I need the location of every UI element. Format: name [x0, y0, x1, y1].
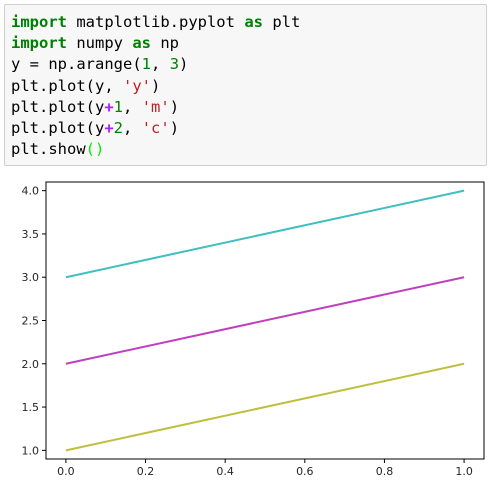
code-token: plt.plot(y,	[11, 76, 123, 95]
series-line	[65, 189, 465, 279]
code-token: +	[104, 97, 114, 116]
code-line: import matplotlib.pyplot as plt	[11, 12, 486, 33]
code-line: plt.plot(y, 'y')	[11, 76, 486, 97]
x-tick-label: 0.6	[296, 465, 314, 478]
plot-output: 0.0 0.2 0.4 0.6 0.8 1.0 1.0 1.5 2.0 2.5 3.0 3.5 4.0	[0, 172, 489, 492]
y-tick-label: 4.0	[22, 185, 40, 198]
x-tick-label: 0.8	[376, 465, 394, 478]
code-line: plt.plot(y+1, 'm')	[11, 97, 486, 118]
code-token: 1	[113, 97, 124, 116]
code-token: )	[179, 55, 189, 74]
code-token: np.arange(	[39, 55, 142, 74]
x-tick-label: 0.4	[216, 465, 234, 478]
y-tick-label: 1.5	[22, 401, 40, 414]
y-tick-label: 2.0	[22, 358, 40, 371]
code-token: ,	[123, 118, 142, 137]
code-line: plt.show()	[11, 139, 486, 160]
code-token: 'y'	[122, 76, 151, 95]
y-tick-label: 3.0	[22, 271, 40, 284]
code-token: 'c'	[141, 118, 170, 137]
x-tick-label: 0.2	[137, 465, 155, 478]
code-token: as	[244, 13, 263, 31]
code-line: y = np.arange(1, 3)	[11, 54, 486, 75]
code-token: ()	[85, 140, 105, 159]
code-token: plt.plot(y	[11, 97, 105, 116]
code-token: )	[169, 97, 180, 116]
code-token: 'm'	[141, 97, 170, 116]
x-axis-ticks: 0.0 0.2 0.4 0.6 0.8 1.0	[57, 459, 473, 478]
code-token: =	[29, 55, 40, 74]
code-token: 2	[113, 118, 124, 137]
code-token: plt.show	[11, 140, 86, 159]
code-token: 3	[169, 55, 180, 74]
y-tick-label: 1.0	[22, 444, 40, 457]
code-token: plt.plot(y	[11, 118, 105, 137]
code-token: )	[169, 118, 180, 137]
code-token: ,	[123, 97, 142, 116]
x-tick-label: 0.0	[57, 465, 75, 478]
code-token: as	[132, 34, 151, 53]
code-token: np	[151, 34, 179, 53]
code-token: import	[11, 13, 67, 31]
code-token: +	[104, 118, 114, 137]
code-token: ,	[151, 55, 170, 74]
code-token: matplotlib.pyplot	[67, 13, 245, 31]
series-line	[65, 362, 465, 452]
code-token: 1	[141, 55, 152, 74]
y-axis-ticks: 1.0 1.5 2.0 2.5 3.0 3.5 4.0	[22, 185, 46, 457]
x-tick-label: 1.0	[455, 465, 473, 478]
series-layer	[65, 189, 465, 452]
line-chart: 0.0 0.2 0.4 0.6 0.8 1.0 1.0 1.5 2.0 2.5 3.0 3.5 4.0	[22, 181, 485, 478]
code-cell[interactable]: import matplotlib.pyplot as plt import nu…	[4, 4, 487, 166]
code-token: import	[11, 34, 67, 53]
code-token: plt	[262, 13, 301, 31]
code-line: plt.plot(y+2, 'c')	[11, 118, 486, 139]
code-token: numpy	[67, 34, 133, 53]
code-token: y	[11, 55, 30, 74]
code-line: import numpy as np	[11, 33, 486, 54]
series-line	[65, 276, 465, 365]
y-tick-label: 3.5	[22, 228, 40, 241]
y-tick-label: 2.5	[22, 315, 40, 328]
code-token: )	[150, 76, 161, 95]
